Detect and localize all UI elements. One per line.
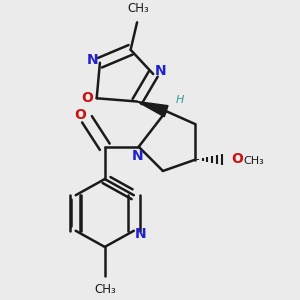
- Text: CH₃: CH₃: [94, 283, 116, 296]
- Text: H: H: [175, 95, 184, 105]
- Text: N: N: [134, 227, 146, 241]
- Text: N: N: [154, 64, 166, 79]
- Text: CH₃: CH₃: [128, 2, 150, 15]
- Text: CH₃: CH₃: [244, 156, 265, 166]
- Polygon shape: [137, 101, 168, 117]
- Text: N: N: [131, 149, 143, 163]
- Text: O: O: [74, 108, 86, 122]
- Text: N: N: [87, 53, 99, 67]
- Text: O: O: [231, 152, 243, 166]
- Text: O: O: [82, 91, 94, 105]
